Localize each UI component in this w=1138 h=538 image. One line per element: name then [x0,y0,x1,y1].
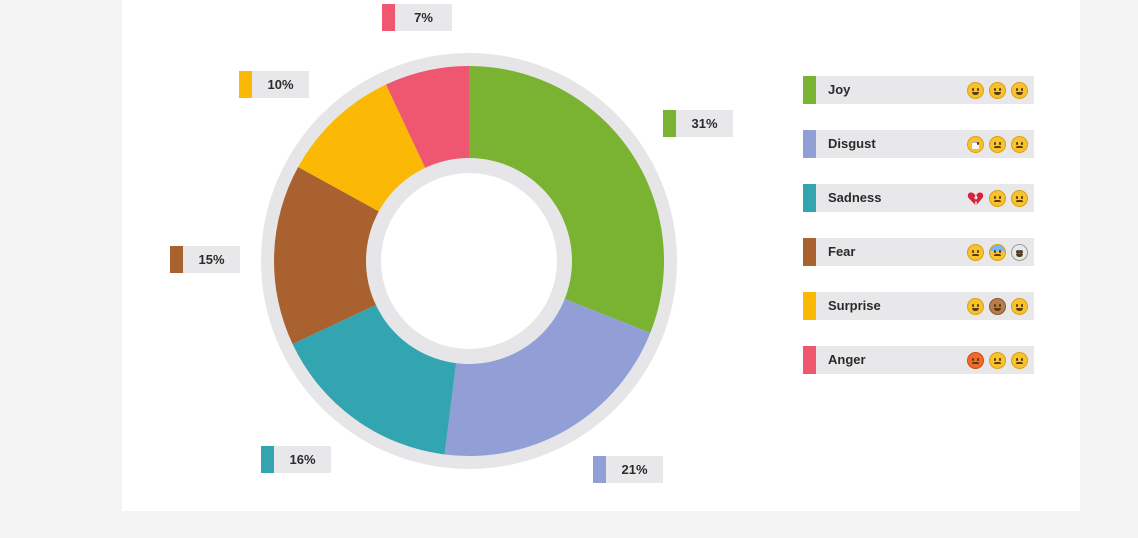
data-label-swatch [382,4,395,31]
data-label-text: 10% [267,77,294,92]
legend-item-joy: Joy [803,76,1034,104]
legend-emoji-group [967,76,1028,104]
data-label-disgust: 21% [593,456,663,483]
donut-hole [381,173,557,349]
confounded-face-icon [989,135,1006,153]
data-label-text: 7% [414,10,433,25]
angry-face-icon [967,351,984,369]
broken-heart-icon [967,190,984,207]
legend-label: Fear [828,244,856,259]
legend-emoji-group [967,130,1028,158]
legend-label: Anger [828,352,866,367]
slice-joy [469,66,665,333]
data-label-text: 21% [621,462,648,477]
data-label-fear: 15% [170,246,240,273]
slice-anger [385,66,469,175]
data-label-anger: 7% [382,4,452,31]
data-label-swatch [663,110,676,137]
data-label-text: 31% [691,116,718,131]
sweat-smile-face-icon [1011,297,1028,315]
data-label-text: 15% [198,252,225,267]
legend-emoji-group [967,184,1028,212]
legend-swatch [803,76,816,104]
data-label-swatch [170,246,183,273]
grinning-face-icon [967,81,984,99]
slice-disgust [444,296,651,456]
legend-label: Disgust [828,136,876,151]
legend: Joy Disgust Sadness Fear Surprise Anger [803,76,1034,400]
legend-emoji-group [967,346,1028,374]
data-label-swatch [593,456,606,483]
legend-swatch [803,238,816,266]
worried-face-icon [967,243,984,261]
flushed-face-icon [967,297,984,315]
data-label-swatch [239,71,252,98]
slice-fear [274,167,385,345]
legend-swatch [803,292,816,320]
legend-swatch [803,130,816,158]
medical-mask-face-icon [967,135,984,153]
legend-item-anger: Anger [803,346,1034,374]
smiling-face-icon [1011,81,1028,99]
slice-sadness [292,301,457,455]
legend-label: Surprise [828,298,881,313]
speak-no-evil-monkey-icon [989,297,1006,315]
crying-face-icon [1011,189,1028,207]
legend-label: Sadness [828,190,882,205]
data-label-surprise: 10% [239,71,309,98]
legend-item-fear: Fear [803,238,1034,266]
slice-surprise [298,84,429,215]
legend-item-disgust: Disgust [803,130,1034,158]
legend-emoji-group [967,292,1028,320]
skull-icon [1011,243,1028,261]
data-label-text: 16% [289,452,316,467]
grimacing-face-icon [989,81,1006,99]
data-label-swatch [261,446,274,473]
data-label-joy: 31% [663,110,733,137]
tired-face-icon [1011,135,1028,153]
legend-emoji-group [967,238,1028,266]
legend-swatch [803,346,816,374]
steam-from-nose-face-icon [989,351,1006,369]
legend-label: Joy [828,82,851,97]
legend-swatch [803,184,816,212]
legend-item-surprise: Surprise [803,292,1034,320]
data-label-sadness: 16% [261,446,331,473]
persevering-face-icon [1011,351,1028,369]
fearful-face-icon [989,243,1006,261]
legend-item-sadness: Sadness [803,184,1034,212]
slightly-frowning-face-icon [989,189,1006,207]
